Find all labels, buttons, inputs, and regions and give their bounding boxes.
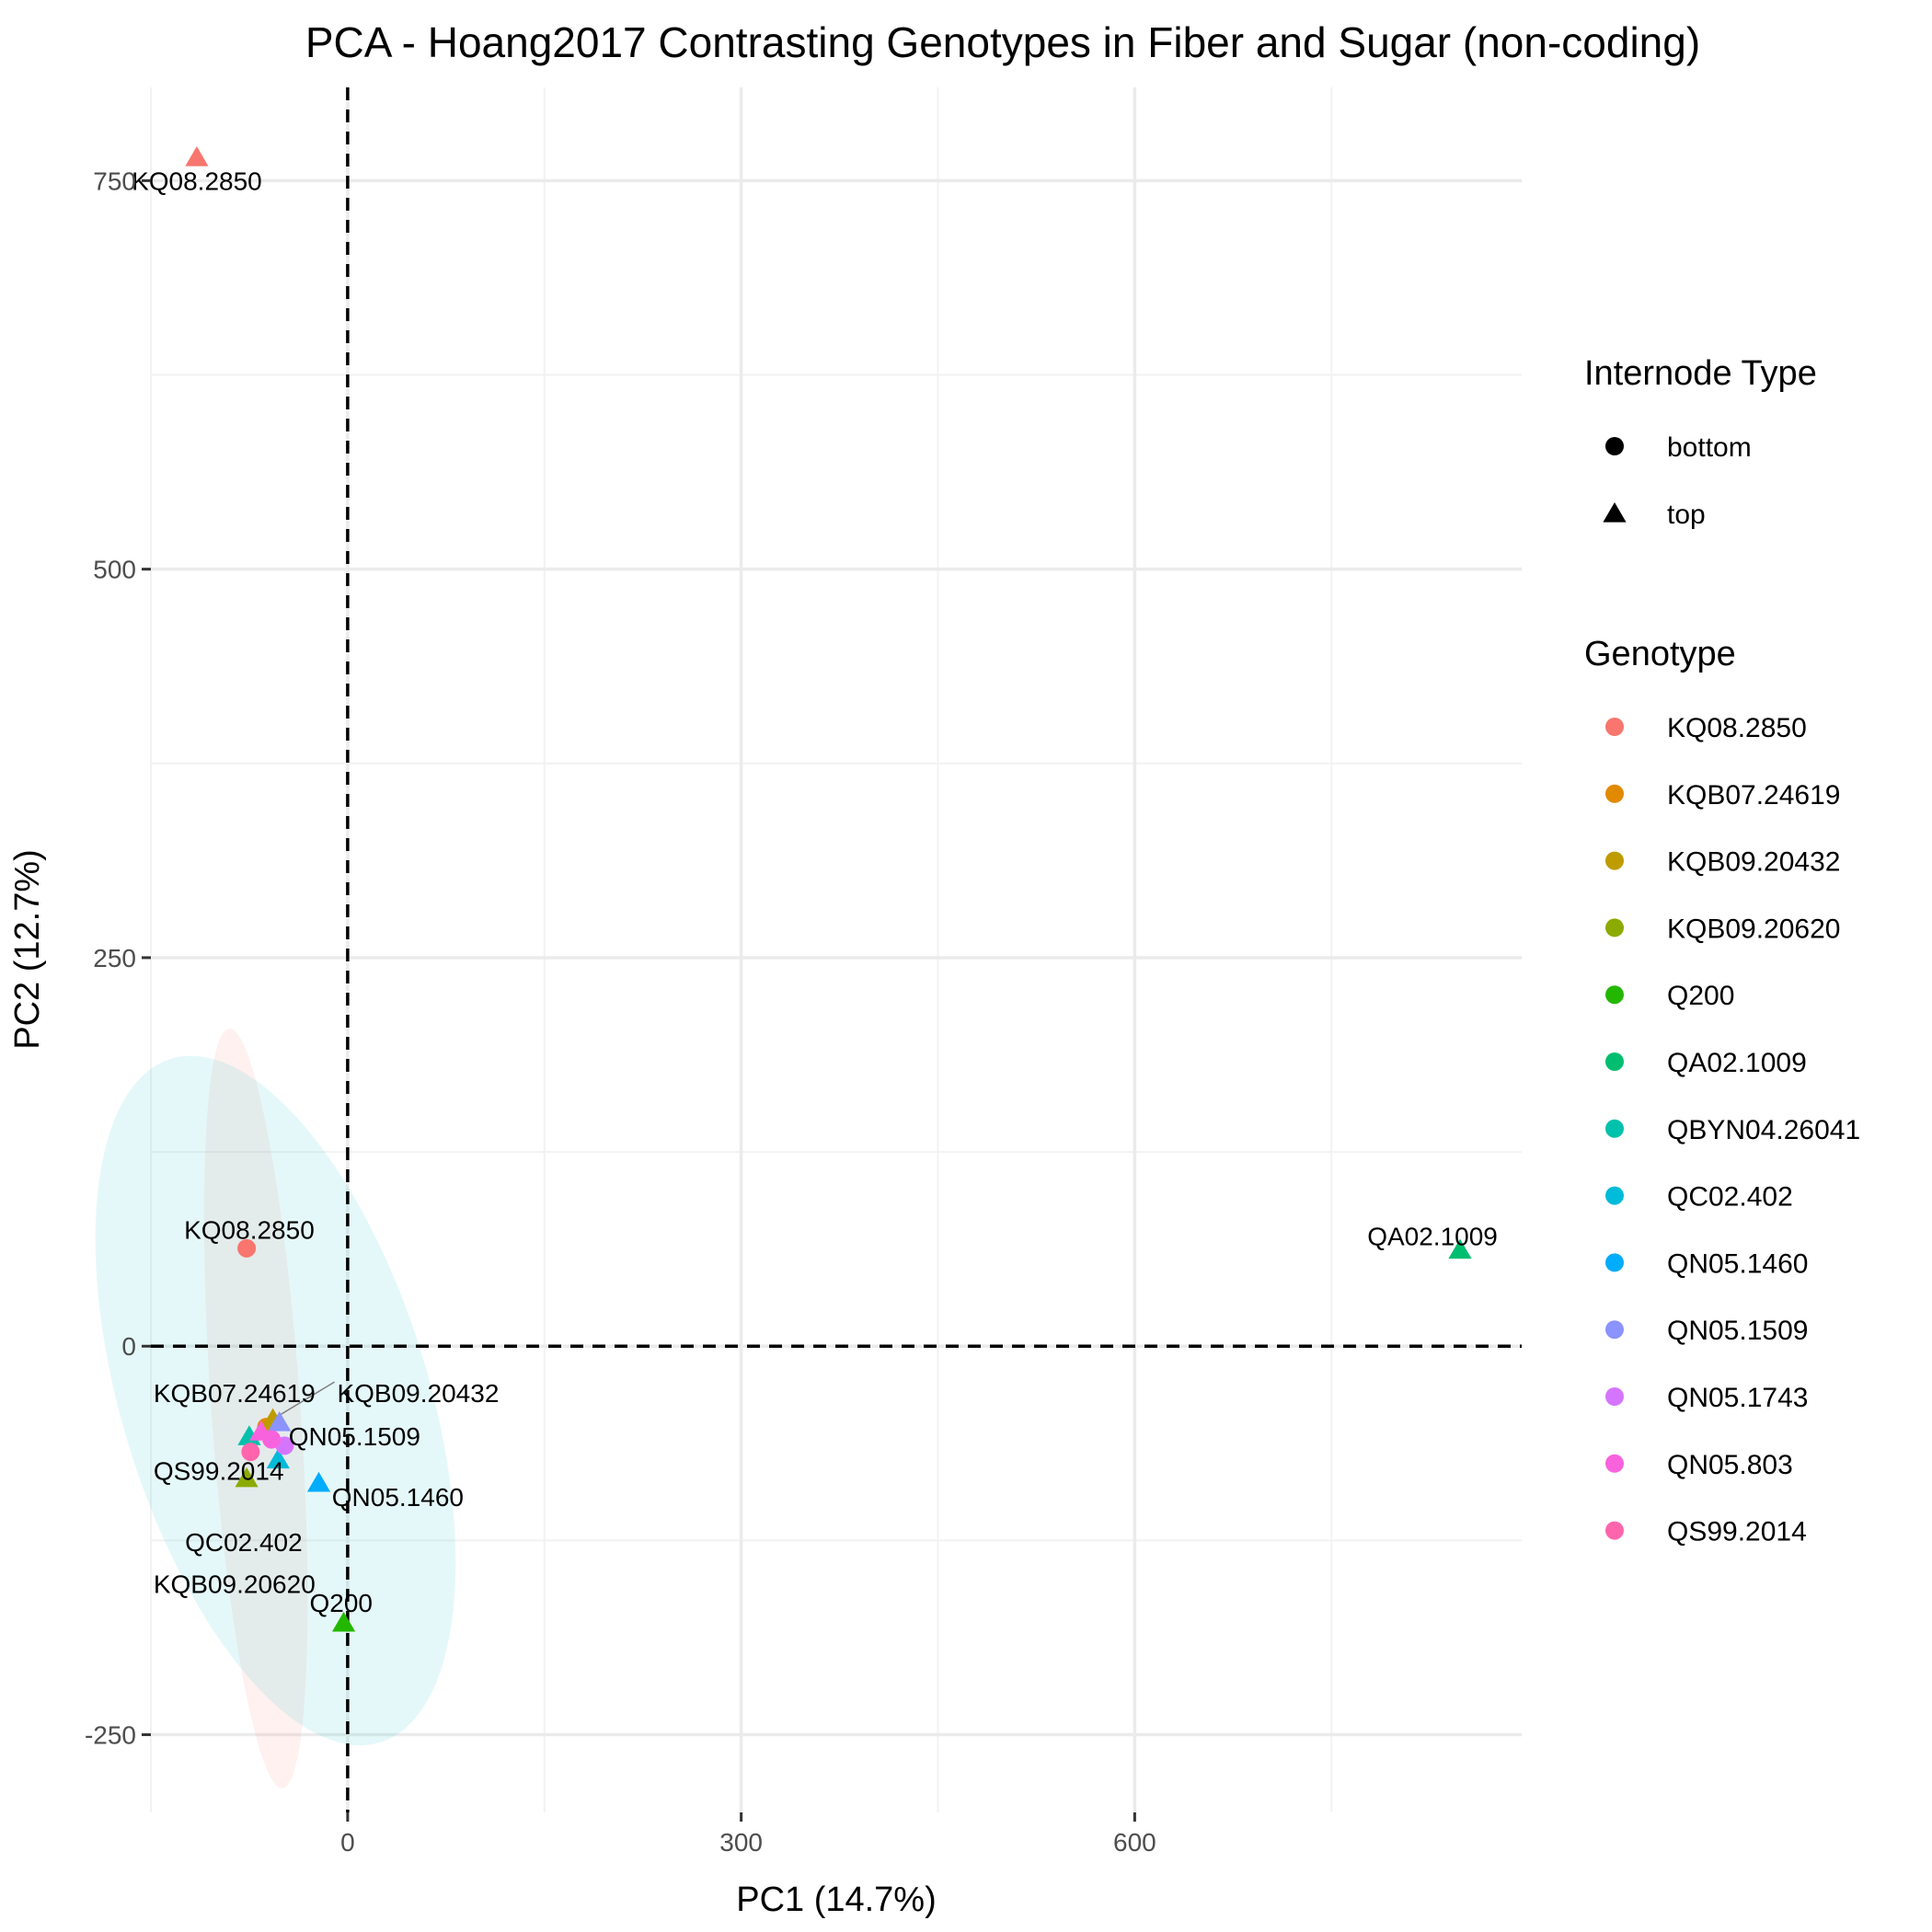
y-axis-title: PC2 (12.7%) [8, 849, 47, 1050]
point-label: Q200 [309, 1589, 373, 1617]
legend-color-swatch [1605, 1521, 1624, 1540]
point-bottom [241, 1443, 260, 1462]
point-top [306, 1471, 331, 1492]
legend-color-label: QC02.402 [1667, 1182, 1793, 1213]
chart-title: PCA - Hoang2017 Contrasting Genotypes in… [305, 18, 1700, 66]
legend-color-swatch [1605, 1454, 1624, 1473]
point-label: KQ08.2850 [132, 167, 262, 195]
point-top [1448, 1238, 1472, 1259]
label-leader-lines [272, 1381, 336, 1420]
legend-color-swatch [1605, 851, 1624, 870]
legend-color-label: QBYN04.26041 [1667, 1115, 1860, 1145]
legend-color-swatch [1605, 1186, 1624, 1205]
legend-shape-label: top [1667, 500, 1706, 530]
legend-internode-type: Internode Type bottom top [1584, 354, 1817, 530]
point-label: QA02.1009 [1367, 1222, 1498, 1250]
point-label: KQ08.2850 [184, 1216, 315, 1245]
legend-shape-title: Internode Type [1584, 354, 1817, 393]
legend-shape-label: bottom [1667, 432, 1752, 463]
point-bottom [237, 1238, 257, 1258]
legend-color-label: QA02.1009 [1667, 1048, 1807, 1078]
legend-color-swatch [1605, 1119, 1624, 1138]
point-label: QN05.1509 [289, 1422, 420, 1451]
legend-color-label: QS99.2014 [1667, 1517, 1807, 1547]
legend-color-swatch [1605, 718, 1624, 736]
axes: -250 0 250 500 750 0 300 600 [85, 167, 1156, 1857]
x-tick-label: 300 [719, 1828, 763, 1857]
legend-color-swatch [1605, 1052, 1624, 1071]
legend-color-label: KQB09.20432 [1667, 847, 1840, 878]
x-axis-title: PC1 (14.7%) [736, 1880, 937, 1919]
legend-color-swatch [1605, 1253, 1624, 1272]
legend-triangle-icon [1603, 502, 1627, 523]
point-label: QC02.402 [185, 1528, 303, 1557]
legend-color-label: Q200 [1667, 981, 1734, 1011]
point-top [266, 1448, 290, 1469]
legend-color-label: QN05.803 [1667, 1450, 1793, 1480]
point-top [235, 1466, 259, 1488]
legend-color-swatch [1605, 784, 1624, 803]
point-top [268, 1411, 292, 1432]
legend-color-label: QN05.1460 [1667, 1248, 1808, 1279]
leader-line [272, 1381, 336, 1420]
y-tick-label: -250 [85, 1721, 136, 1750]
point-labels: KQ08.2850 KQ08.2850 QA02.1009 KQB07.24619 KQ… [132, 167, 1498, 1617]
point-top [185, 146, 209, 167]
point-label: QN05.1460 [332, 1483, 464, 1512]
y-tick-label: 750 [93, 167, 136, 195]
point-label: QS99.2014 [154, 1456, 284, 1485]
data-points [185, 146, 1472, 1632]
legend-color-label: KQB07.24619 [1667, 780, 1840, 811]
point-top [331, 1611, 356, 1632]
legend-color-label: QN05.1509 [1667, 1316, 1808, 1346]
y-tick-label: 250 [93, 944, 136, 972]
legend-color-label: KQB09.20620 [1667, 914, 1840, 944]
ellipse-bottom [95, 1055, 456, 1746]
legend-genotype: Genotype KQ08.2850 KQB07.24619 KQB09.20432… [1584, 635, 1860, 1547]
point-label: KQB09.20620 [154, 1570, 316, 1599]
legend-color-swatch [1605, 1387, 1624, 1406]
legend-color-label: KQ08.2850 [1667, 713, 1807, 743]
legend-color-swatch [1605, 1320, 1624, 1340]
legend-color-title: Genotype [1584, 635, 1736, 673]
legend-color-swatch [1605, 918, 1624, 937]
x-tick-label: 600 [1113, 1828, 1156, 1857]
y-tick-label: 0 [121, 1332, 136, 1361]
x-tick-label: 0 [340, 1828, 355, 1857]
legend-color-swatch [1605, 985, 1624, 1005]
confidence-ellipses [95, 1028, 456, 1788]
ellipse-top [203, 1028, 308, 1788]
legend-color-label: QN05.1743 [1667, 1383, 1808, 1413]
point-top [249, 1420, 273, 1441]
point-label: KQB09.20432 [337, 1379, 499, 1408]
point-label: KQB07.24619 [154, 1379, 316, 1408]
reference-lines [151, 87, 1522, 1812]
y-tick-label: 500 [93, 556, 136, 584]
legend-circle-icon [1605, 437, 1624, 455]
